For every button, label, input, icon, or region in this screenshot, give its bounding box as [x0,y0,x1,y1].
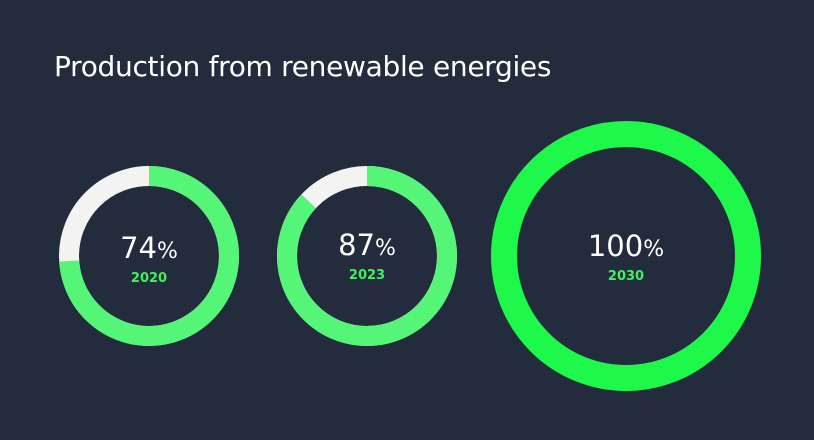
donut-2030-value-label: 100% [588,229,664,263]
donut-2030-value-number: 100 [588,229,643,263]
donut-2030: 100% 2030 [491,121,761,391]
donut-2023-value-arc [277,166,457,346]
donut-2023: 87% 2023 [277,166,457,346]
donut-2030-remainder-arc [491,121,761,391]
donut-2023-year-label: 2023 [349,268,385,283]
donut-2020-value-number: 74 [120,231,157,265]
donut-2030-unit: % [643,237,664,262]
donut-2020-unit: % [157,239,178,264]
donut-2020: 74% 2020 [59,166,239,346]
donut-2020-value-label: 74% [120,231,178,265]
donut-2020-year-label: 2020 [131,271,167,286]
donut-2020-value-arc [59,166,239,346]
donut-2023-unit: % [375,236,396,261]
donut-2030-year-label: 2030 [608,269,644,284]
donut-2023-value-label: 87% [338,228,396,262]
chart-title: Production from renewable energies [54,50,552,83]
donut-2023-value-number: 87 [338,228,375,262]
